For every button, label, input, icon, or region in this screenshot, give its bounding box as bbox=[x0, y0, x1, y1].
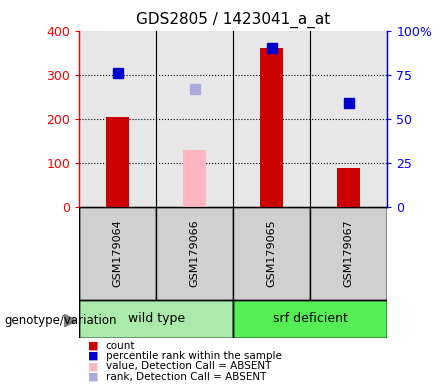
Bar bbox=[310, 31, 387, 207]
Polygon shape bbox=[64, 314, 77, 327]
Bar bbox=[79, 300, 233, 338]
Text: GSM179067: GSM179067 bbox=[344, 220, 354, 287]
Text: GSM179064: GSM179064 bbox=[113, 220, 123, 287]
Bar bbox=[310, 207, 387, 300]
Bar bbox=[260, 48, 283, 207]
Text: genotype/variation: genotype/variation bbox=[4, 314, 117, 327]
Bar bbox=[233, 207, 310, 300]
Text: GSM179065: GSM179065 bbox=[267, 220, 277, 287]
Text: wild type: wild type bbox=[128, 312, 185, 325]
Text: ■: ■ bbox=[88, 361, 99, 371]
Bar bbox=[79, 207, 156, 300]
Text: rank, Detection Call = ABSENT: rank, Detection Call = ABSENT bbox=[106, 372, 266, 382]
Bar bbox=[233, 300, 387, 338]
Bar bbox=[106, 117, 129, 207]
Text: ■: ■ bbox=[88, 351, 99, 361]
Text: value, Detection Call = ABSENT: value, Detection Call = ABSENT bbox=[106, 361, 271, 371]
Bar bbox=[156, 207, 233, 300]
Text: percentile rank within the sample: percentile rank within the sample bbox=[106, 351, 282, 361]
Bar bbox=[183, 150, 206, 207]
Text: count: count bbox=[106, 341, 135, 351]
Title: GDS2805 / 1423041_a_at: GDS2805 / 1423041_a_at bbox=[136, 12, 330, 28]
Bar bbox=[156, 31, 233, 207]
Text: ■: ■ bbox=[88, 372, 99, 382]
Bar bbox=[337, 167, 360, 207]
Text: GSM179066: GSM179066 bbox=[190, 220, 200, 287]
Text: srf deficient: srf deficient bbox=[273, 312, 348, 325]
Bar bbox=[79, 31, 156, 207]
Text: ■: ■ bbox=[88, 341, 99, 351]
Bar bbox=[233, 31, 310, 207]
